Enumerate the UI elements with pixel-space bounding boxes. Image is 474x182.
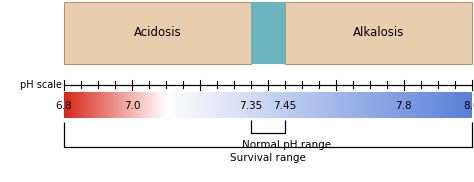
Text: 8.0: 8.0 (464, 101, 474, 110)
FancyBboxPatch shape (64, 2, 251, 64)
Text: 7.0: 7.0 (124, 101, 140, 110)
Text: 6.8: 6.8 (55, 101, 73, 110)
Text: Acidosis: Acidosis (134, 26, 181, 39)
Text: Copyright © The McGraw-Hill Companies, Inc. Permission required for reproduction: Copyright © The McGraw-Hill Companies, I… (135, 3, 339, 7)
Text: 7.8: 7.8 (395, 101, 412, 110)
Text: pH scale: pH scale (19, 80, 62, 90)
Text: Survival range: Survival range (230, 153, 306, 163)
Bar (251, 2, 285, 64)
Text: Normal pH range: Normal pH range (242, 140, 331, 150)
Text: 7.35: 7.35 (239, 101, 263, 110)
FancyBboxPatch shape (285, 2, 472, 64)
Text: 7.45: 7.45 (273, 101, 296, 110)
Text: Alkalosis: Alkalosis (353, 26, 404, 39)
